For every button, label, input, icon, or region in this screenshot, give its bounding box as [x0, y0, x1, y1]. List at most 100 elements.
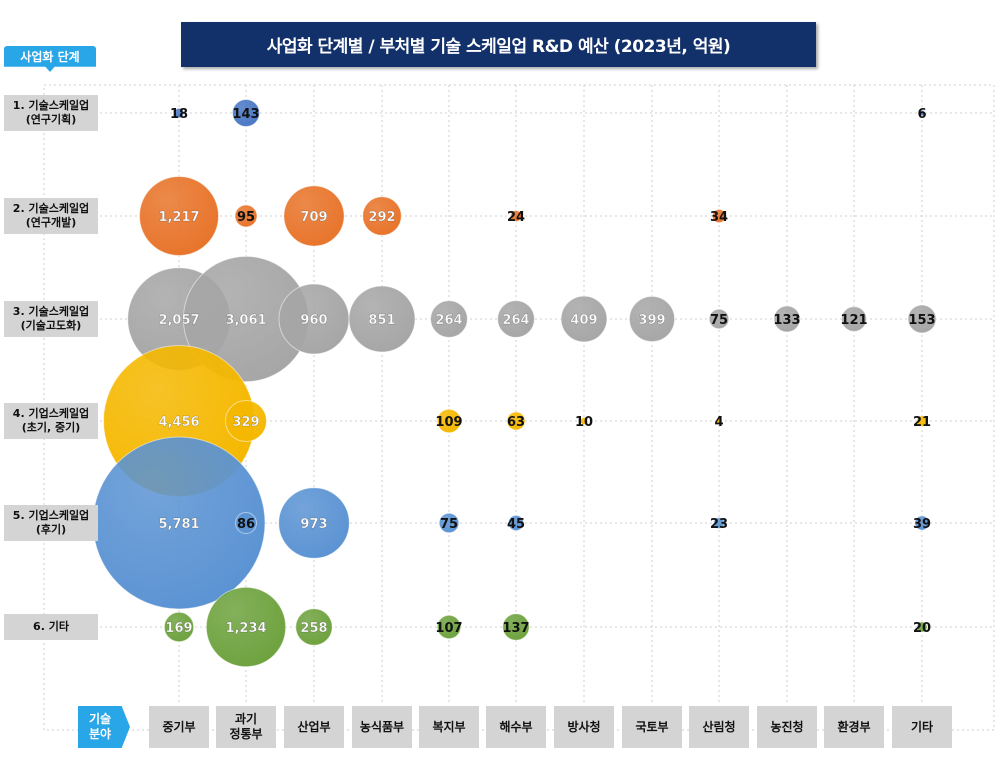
column-label: 복지부 [419, 706, 479, 748]
column-label: 산업부 [284, 706, 344, 748]
column-label: 과기 정통부 [216, 706, 276, 748]
bubble-value-label: 5,781 [158, 517, 199, 532]
bubble [278, 487, 350, 559]
column-label: 중기부 [149, 706, 209, 748]
bubble-value-label: 34 [710, 210, 728, 225]
bubble-value-label: 86 [237, 517, 255, 532]
row-label: 2. 기술스케일업 (연구개발) [4, 198, 98, 234]
bubble-value-label: 409 [570, 313, 597, 328]
bubble-value-label: 264 [435, 313, 462, 328]
bubble-value-label: 121 [840, 313, 867, 328]
bubble-value-label: 24 [507, 210, 525, 225]
bubble [362, 196, 402, 236]
bubble [295, 608, 333, 646]
bubbles [92, 99, 937, 668]
bubble-value-label: 960 [300, 313, 327, 328]
bubble-value-label: 143 [232, 107, 259, 122]
bubble [507, 514, 525, 532]
column-label: 농진청 [757, 706, 817, 748]
bubble [916, 621, 928, 633]
bubble [232, 99, 260, 127]
bubble-value-label: 851 [368, 313, 395, 328]
bubble [438, 512, 460, 534]
bubble [283, 185, 345, 247]
bubble [716, 418, 722, 424]
bubble [139, 176, 219, 256]
column-label: 국토부 [622, 706, 682, 748]
bubble-value-label: 95 [237, 210, 255, 225]
bubble-value-label: 709 [300, 210, 327, 225]
row-label: 1. 기술스케일업 (연구기획) [4, 95, 98, 131]
column-label: 해수부 [486, 706, 546, 748]
bubble [773, 305, 801, 333]
bubble-value-label: 109 [435, 415, 462, 430]
bubble-value-label: 264 [502, 313, 529, 328]
bubble [510, 210, 522, 222]
bubble-value-label: 2,057 [158, 313, 199, 328]
bubble [235, 512, 257, 534]
bubble-value-label: 107 [435, 621, 462, 636]
bubble [173, 107, 185, 119]
row-label: 4. 기업스케일업 (초기, 중기) [4, 403, 98, 439]
bubble [708, 308, 730, 330]
value-labels: 18 143 6 1,217 95 709 292 24 34 2,057 3,061 960 851 2… [158, 107, 935, 636]
row-label: 5. 기업스케일업 (후기) [4, 505, 98, 541]
bubble [579, 416, 589, 426]
bubble-value-label: 18 [170, 107, 188, 122]
bubble [560, 295, 608, 343]
bubble [907, 304, 937, 334]
bubble [713, 517, 725, 529]
bubble-value-label: 133 [773, 313, 800, 328]
bubble [163, 611, 195, 643]
column-label: 산림청 [689, 706, 749, 748]
chart-title: 사업화 단계별 / 부처별 기술 스케일업 R&D 예산 (2023년, 억원) [181, 22, 816, 67]
bubble-value-label: 1,217 [158, 210, 199, 225]
bubble-value-label: 399 [638, 313, 665, 328]
bubble-value-label: 153 [908, 313, 935, 328]
bubble-value-label: 10 [575, 415, 593, 430]
bubble [497, 300, 535, 338]
bubble-value-label: 63 [507, 415, 525, 430]
column-label: 기타 [892, 706, 952, 748]
bubble-value-label: 75 [440, 517, 458, 532]
bubble-value-label: 75 [710, 313, 728, 328]
column-label: 방사청 [554, 706, 614, 748]
bubble [711, 208, 727, 224]
bubble [628, 295, 676, 343]
bubble [348, 285, 416, 353]
bubble-value-label: 3,061 [225, 313, 266, 328]
bubble-value-label: 973 [300, 517, 327, 532]
column-label: 환경부 [824, 706, 884, 748]
row-label: 3. 기술스케일업 (기술고도화) [4, 301, 98, 337]
bubble [430, 300, 468, 338]
bubble [436, 408, 462, 434]
bubble-value-label: 292 [368, 210, 395, 225]
bubble [914, 515, 930, 531]
bubble-value-label: 4 [714, 415, 723, 430]
bubble-value-label: 169 [165, 621, 192, 636]
bubble-value-label: 137 [502, 621, 529, 636]
column-label: 농식품부 [352, 706, 412, 748]
bubble-value-label: 39 [913, 517, 931, 532]
bubble [205, 586, 287, 668]
bubble-value-label: 6 [917, 107, 926, 122]
row-label: 6. 기타 [4, 614, 98, 640]
bubble-value-label: 21 [913, 415, 931, 430]
bubble-value-label: 4,456 [158, 415, 199, 430]
bubble-value-label: 23 [710, 517, 728, 532]
bubble-value-label: 45 [507, 517, 525, 532]
bubble-value-label: 20 [913, 621, 931, 636]
bubble [916, 415, 928, 427]
bubble [234, 204, 258, 228]
tech-field-header: 기술 분야 [78, 706, 130, 748]
bubble-value-label: 1,234 [225, 621, 266, 636]
bubble-value-label: 258 [300, 621, 327, 636]
bubble [506, 411, 526, 431]
bubble [918, 109, 926, 117]
bubble [225, 400, 267, 442]
bubble [436, 614, 462, 640]
bubble [502, 613, 530, 641]
bubble-value-label: 329 [232, 415, 259, 430]
bubble [841, 306, 867, 332]
